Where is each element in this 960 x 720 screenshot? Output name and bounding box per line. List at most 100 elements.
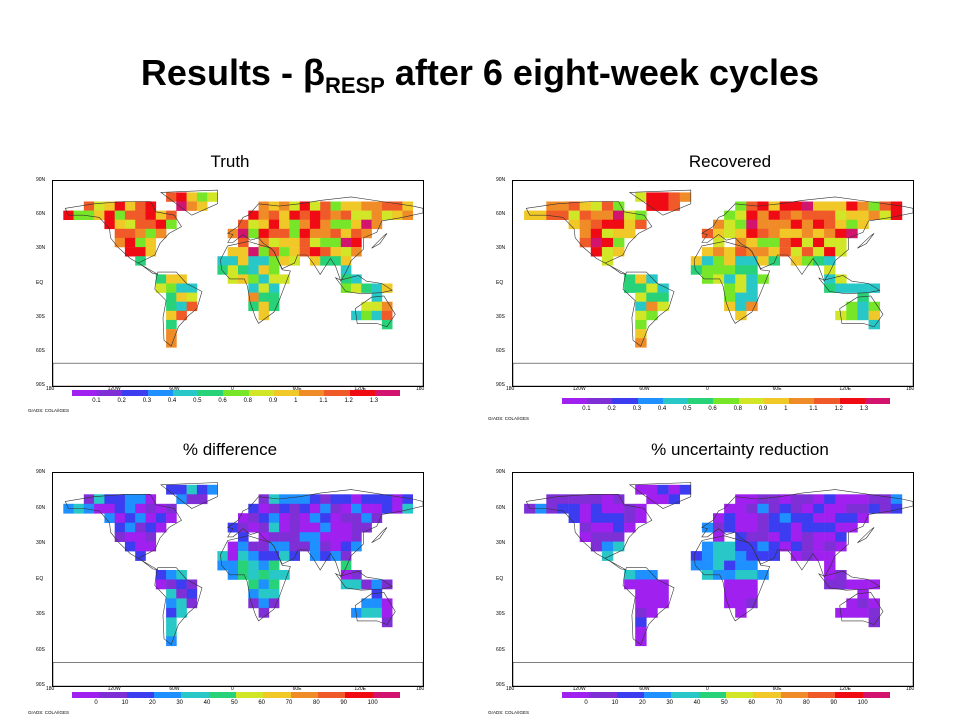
grid-cell xyxy=(657,484,669,495)
grid-cell xyxy=(790,256,803,266)
grid-cell xyxy=(724,589,736,599)
grid-cell xyxy=(186,301,198,312)
grid-cell xyxy=(279,541,290,552)
lat-label: EQ xyxy=(36,575,44,582)
grid-cell xyxy=(135,494,146,505)
coastline-8 xyxy=(53,662,423,686)
grid-cell xyxy=(330,247,342,257)
grid-cell xyxy=(579,503,592,514)
grid-cell xyxy=(351,570,362,580)
grid-cell xyxy=(701,551,714,561)
grid-cell xyxy=(579,210,592,220)
grid-cell xyxy=(657,579,669,590)
grid-cell xyxy=(757,532,769,542)
grid-cell xyxy=(381,319,393,330)
grid-cell xyxy=(351,494,362,505)
grid-cell xyxy=(258,283,270,293)
coastline-4 xyxy=(693,241,771,324)
colorbar-label: 0 xyxy=(94,700,98,706)
colorbar-label: 30 xyxy=(176,700,184,706)
grid-cell xyxy=(857,283,869,293)
grid-cell xyxy=(735,219,747,230)
grid-cell xyxy=(124,201,136,211)
grid-cell xyxy=(857,579,869,590)
grid-cell xyxy=(381,283,393,293)
grid-cell xyxy=(258,589,270,599)
colorbar-recovered xyxy=(562,398,891,404)
grid-cell xyxy=(258,551,270,561)
grid-cell xyxy=(601,210,614,220)
grid-cell xyxy=(746,283,758,293)
grid-cell xyxy=(568,219,580,230)
grid-cell xyxy=(299,532,311,542)
grid-cell xyxy=(309,256,321,266)
grid-cell xyxy=(227,560,239,571)
colorbar-label: 0.2 xyxy=(607,406,616,412)
grid-cell xyxy=(309,541,321,552)
grid-cell xyxy=(890,201,903,211)
grid-cell xyxy=(289,513,300,523)
map-frame-recovered xyxy=(512,180,914,387)
lat-label: 60S xyxy=(36,347,45,354)
grid-cell xyxy=(351,228,362,239)
grid-cell xyxy=(757,228,769,239)
grid-cell xyxy=(248,589,259,599)
grid-cell xyxy=(248,522,259,533)
grid-cell xyxy=(724,503,736,514)
grid-cell xyxy=(635,636,647,647)
grid-cell xyxy=(309,228,321,239)
grid-cell xyxy=(601,247,614,257)
colorbar-swatch xyxy=(97,390,123,396)
grid-cell xyxy=(289,237,300,248)
grid-cell xyxy=(381,579,393,590)
grid-cell xyxy=(207,484,218,495)
grid-cell xyxy=(330,532,342,542)
grid-cell xyxy=(309,201,321,211)
coastline-0 xyxy=(64,493,182,571)
grid-cell xyxy=(601,237,614,248)
grid-cell xyxy=(166,292,177,302)
grid-cell xyxy=(868,319,880,330)
grid-cell xyxy=(746,494,758,505)
grid-cell xyxy=(320,210,331,220)
grid-cell xyxy=(124,237,136,248)
grid-cell xyxy=(238,551,249,561)
grid-cell xyxy=(779,237,792,248)
grid-cell xyxy=(196,201,208,211)
grid-cell xyxy=(857,513,869,523)
grid-cell xyxy=(613,541,625,552)
grid-cell xyxy=(340,201,352,211)
lat-label: 90S xyxy=(496,682,505,688)
lat-label: EQ xyxy=(496,279,504,286)
grid-cell xyxy=(846,283,858,293)
grid-cell xyxy=(299,541,311,552)
colorbar-swatch xyxy=(763,398,790,404)
grid-cell xyxy=(166,626,177,637)
grid-cell xyxy=(724,560,736,571)
grid-cell xyxy=(746,228,758,239)
grid-cell xyxy=(361,228,372,239)
lat-label: 30S xyxy=(496,611,505,617)
grid-cell xyxy=(289,201,300,211)
lon-label: 60E xyxy=(292,686,302,692)
grid-cell xyxy=(145,228,157,239)
grid-cell xyxy=(238,560,249,571)
grid-cell xyxy=(371,219,383,230)
colorbar-swatch xyxy=(562,692,590,698)
grid-cell xyxy=(846,228,858,239)
grid-cell xyxy=(258,570,270,580)
grid-cell xyxy=(299,247,311,257)
grid-cell xyxy=(371,589,383,599)
grid-cell xyxy=(713,560,725,571)
grid-cell xyxy=(557,494,569,505)
grid-cell xyxy=(258,201,270,211)
grid-cell xyxy=(299,494,311,505)
colorbar-label: 0.6 xyxy=(708,406,717,412)
grid-cell xyxy=(227,522,239,533)
colorbar-swatch xyxy=(612,398,638,404)
grid-cell xyxy=(320,201,331,211)
grid-cell xyxy=(186,598,198,609)
grid-cell xyxy=(248,228,259,239)
grid-cell xyxy=(330,494,342,505)
grid-cell xyxy=(330,256,342,266)
